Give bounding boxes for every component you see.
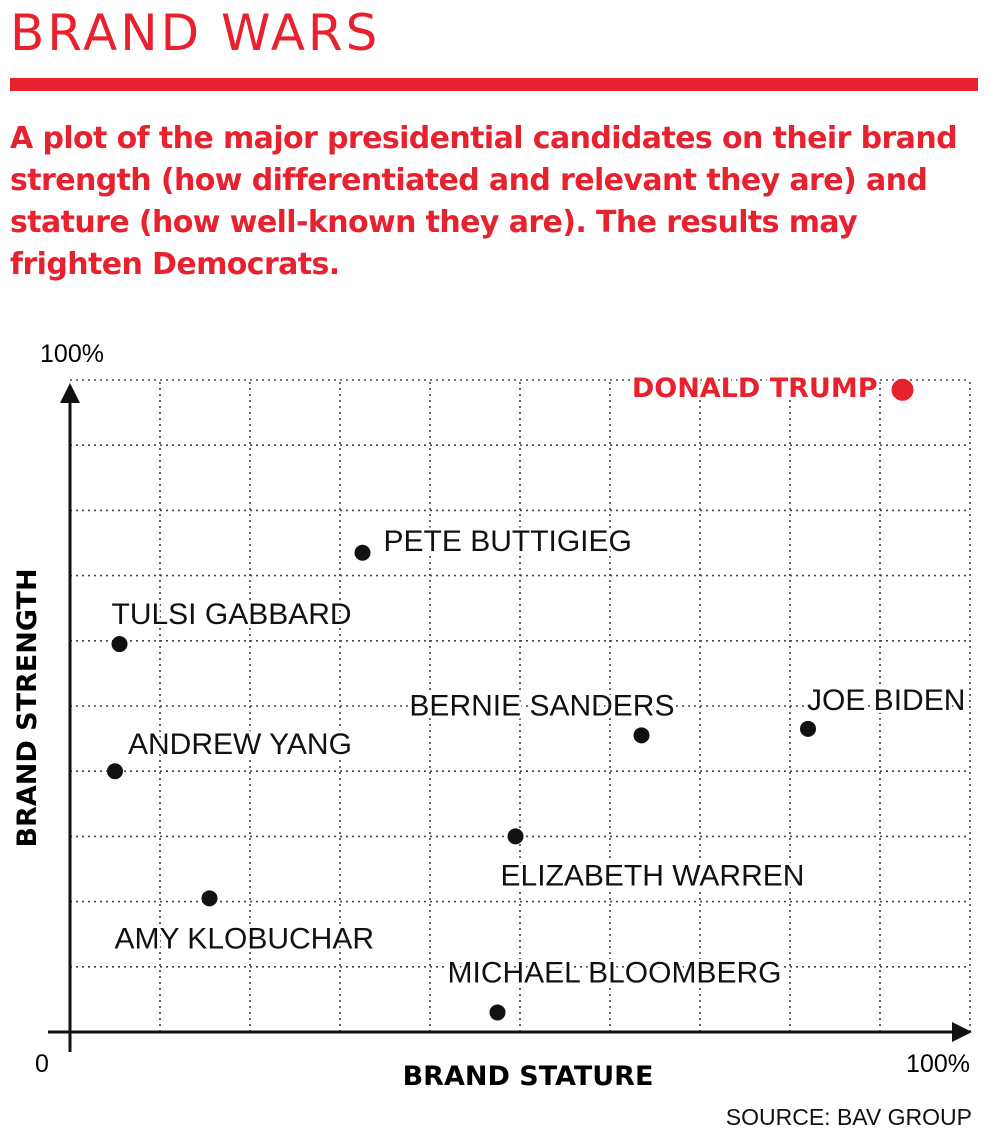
point-amy-klobuchar [201,890,218,907]
x-tick-max: 100% [906,1050,970,1078]
point-labels: DONALD TRUMP PETE BUTTIGIEG TULSI GABBARD B… [109,370,969,993]
point-bernie-sanders [633,727,650,744]
title-rule [10,78,978,91]
chart-subtitle: A plot of the major presidential candida… [10,121,958,282]
grid-lines [70,379,971,1032]
point-tulsi-gabbard [111,636,128,653]
label-elizabeth-warren: ELIZABETH WARREN [501,859,805,892]
label-joe-biden: JOE BIDEN [807,684,965,717]
x-axis-label: BRAND STATURE [403,1061,654,1092]
label-tulsi-gabbard: TULSI GABBARD [112,598,352,631]
label-andrew-yang: ANDREW YANG [128,728,352,761]
point-michael-bloomberg [489,1004,506,1021]
y-axis-label: BRAND STRENGTH [12,568,43,847]
point-donald-trump [891,378,914,401]
x-axis-arrow [952,1022,972,1042]
label-amy-klobuchar: AMY KLOBUCHAR [115,922,375,955]
data-points [107,378,914,1021]
y-axis-arrow [60,383,80,403]
page-title: BRAND WARS [10,4,381,62]
point-elizabeth-warren [507,828,524,845]
source-note: SOURCE: BAV GROUP [725,1104,972,1130]
point-joe-biden [800,720,816,737]
label-michael-bloomberg: MICHAEL BLOOMBERG [448,956,782,989]
point-andrew-yang [107,763,123,780]
label-donald-trump: DONALD TRUMP [632,373,878,404]
y-tick-max: 100% [40,340,104,368]
x-tick-min: 0 [35,1050,49,1078]
point-pete-buttigieg [354,544,371,561]
axes [48,383,972,1052]
label-bernie-sanders: BERNIE SANDERS [409,689,674,722]
label-pete-buttigieg: PETE BUTTIGIEG [384,525,632,558]
